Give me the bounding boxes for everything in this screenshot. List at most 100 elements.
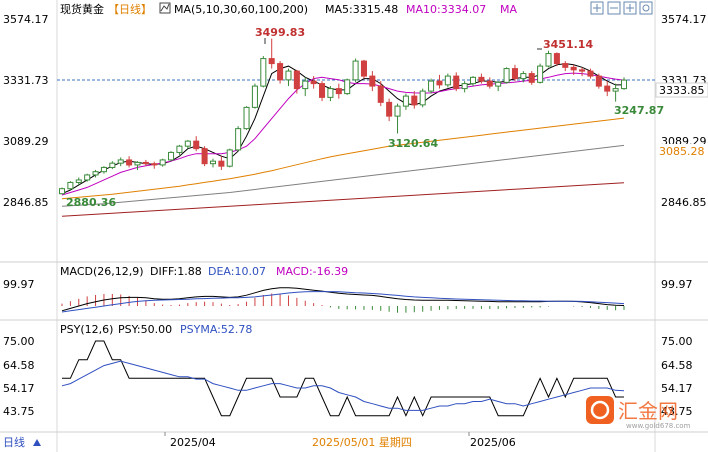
candle-body bbox=[58, 188, 66, 195]
ma30-value-tag bbox=[656, 144, 708, 158]
y-tick-main: 3574.17 bbox=[3, 13, 49, 26]
psy-y-tick-right: 75.00 bbox=[661, 335, 693, 348]
high-annotation: 3499.83 bbox=[255, 26, 305, 39]
candle-body bbox=[495, 81, 502, 87]
low-annotation: 2880.36 bbox=[66, 196, 116, 209]
candle-body bbox=[360, 60, 367, 77]
psy-y-tick-right: 54.17 bbox=[661, 382, 693, 395]
candle-body bbox=[612, 88, 619, 92]
zoom-in-icon[interactable] bbox=[623, 1, 637, 15]
x-tick-label: 2025/06 bbox=[470, 436, 516, 449]
psy-line bbox=[62, 340, 624, 417]
macd-header-name: MACD(26,12,9) bbox=[60, 265, 144, 278]
ma-toggle-icon[interactable] bbox=[159, 2, 171, 14]
candle-body bbox=[562, 63, 569, 68]
ma-line-ma100 bbox=[61, 182, 625, 217]
zoom-out-icon[interactable] bbox=[607, 1, 621, 15]
x-tick-label: 2025/04 bbox=[170, 436, 216, 449]
candle-body bbox=[344, 79, 351, 95]
candle-body bbox=[511, 68, 518, 80]
candle-body bbox=[310, 80, 317, 85]
candle-body bbox=[503, 68, 510, 83]
candle-body bbox=[335, 88, 342, 95]
candle-body bbox=[277, 63, 284, 81]
candle-body bbox=[134, 161, 141, 166]
symbol-title: 现货黄金 bbox=[60, 2, 104, 16]
current-price-tag bbox=[655, 82, 708, 98]
candle-body bbox=[402, 95, 409, 107]
current-price-label: 3333.85 bbox=[659, 84, 705, 97]
psy-y-tick: 43.75 bbox=[3, 405, 35, 418]
candle-body bbox=[386, 101, 393, 117]
psy-y-tick: 54.17 bbox=[3, 382, 35, 395]
high-annotation: 3451.14 bbox=[543, 38, 593, 51]
candle-body bbox=[209, 160, 217, 165]
candle-body bbox=[486, 80, 493, 87]
candle-body bbox=[528, 73, 535, 83]
candle-body bbox=[444, 75, 451, 86]
candle-body bbox=[419, 90, 426, 106]
candle-body bbox=[587, 70, 594, 77]
candle-body bbox=[579, 69, 586, 72]
candle-body bbox=[478, 76, 485, 82]
candle-body bbox=[126, 159, 133, 166]
macd-dea-line bbox=[61, 291, 625, 313]
watermark-url: www.gold678.com bbox=[626, 422, 691, 430]
candle-body bbox=[461, 83, 468, 90]
candle-body bbox=[537, 65, 544, 83]
chevron-up-icon[interactable] bbox=[33, 439, 41, 446]
candle-body bbox=[109, 162, 116, 168]
y-tick-main-right: 2846.85 bbox=[661, 196, 707, 209]
ma-line-ma10 bbox=[61, 72, 625, 196]
candle-body bbox=[226, 149, 233, 167]
candle-body bbox=[260, 58, 267, 87]
candles-layer bbox=[58, 38, 628, 195]
candle-body bbox=[193, 140, 200, 150]
ma30-value-label: 3085.28 bbox=[659, 145, 705, 158]
watermark-brand: 汇金网 bbox=[618, 399, 678, 423]
y-tick-main: 3089.29 bbox=[3, 135, 49, 148]
ma-line-ma60 bbox=[61, 144, 625, 207]
candle-body bbox=[184, 140, 191, 147]
ma-line-ma30 bbox=[61, 117, 625, 200]
psy-y-tick: 75.00 bbox=[3, 335, 35, 348]
candle-body bbox=[117, 159, 124, 164]
candle-body bbox=[545, 53, 552, 67]
y-tick-main-right: 3574.17 bbox=[661, 13, 707, 26]
candle-body bbox=[151, 163, 158, 166]
candle-body bbox=[293, 70, 300, 90]
candle-body bbox=[411, 95, 418, 106]
candle-body bbox=[428, 80, 435, 92]
candle-body bbox=[142, 161, 149, 165]
low-annotation: 3120.64 bbox=[388, 137, 438, 150]
candle-body bbox=[159, 159, 166, 166]
macd-y-tick-right: 99.97 bbox=[661, 278, 693, 291]
candle-body bbox=[369, 75, 376, 87]
candle-body bbox=[235, 128, 242, 151]
macd-dea-value: DEA:10.07 bbox=[208, 265, 266, 278]
candle-body bbox=[84, 174, 91, 181]
period-switch-label[interactable]: 日线 bbox=[3, 435, 25, 449]
candle-body bbox=[100, 166, 107, 173]
macd-diff-line bbox=[61, 287, 625, 312]
candle-body bbox=[570, 66, 577, 71]
psy-y-tick: 64.58 bbox=[3, 359, 35, 372]
period-tag[interactable]: 【日线】 bbox=[108, 2, 152, 16]
ma5-value: MA5:3315.48 bbox=[325, 3, 398, 16]
candle-body bbox=[251, 85, 258, 108]
psy-value: PSY:50.00 bbox=[118, 323, 172, 336]
ma10-value: MA10:3334.07 bbox=[406, 3, 486, 16]
psy-y-tick-right: 43.75 bbox=[661, 405, 693, 418]
psy-y-tick-right: 64.58 bbox=[661, 359, 693, 372]
psyma-line bbox=[61, 360, 625, 411]
candle-body bbox=[553, 53, 560, 65]
psy-header-name: PSY(12,6) bbox=[60, 323, 113, 336]
candle-body bbox=[604, 85, 611, 92]
settings-icon[interactable] bbox=[639, 1, 653, 15]
macd-y-tick: 99.97 bbox=[3, 278, 35, 291]
candle-body bbox=[75, 179, 82, 183]
y-tick-main: 3331.73 bbox=[3, 74, 49, 87]
crosshair-icon[interactable] bbox=[590, 1, 604, 15]
candle-body bbox=[453, 75, 460, 90]
